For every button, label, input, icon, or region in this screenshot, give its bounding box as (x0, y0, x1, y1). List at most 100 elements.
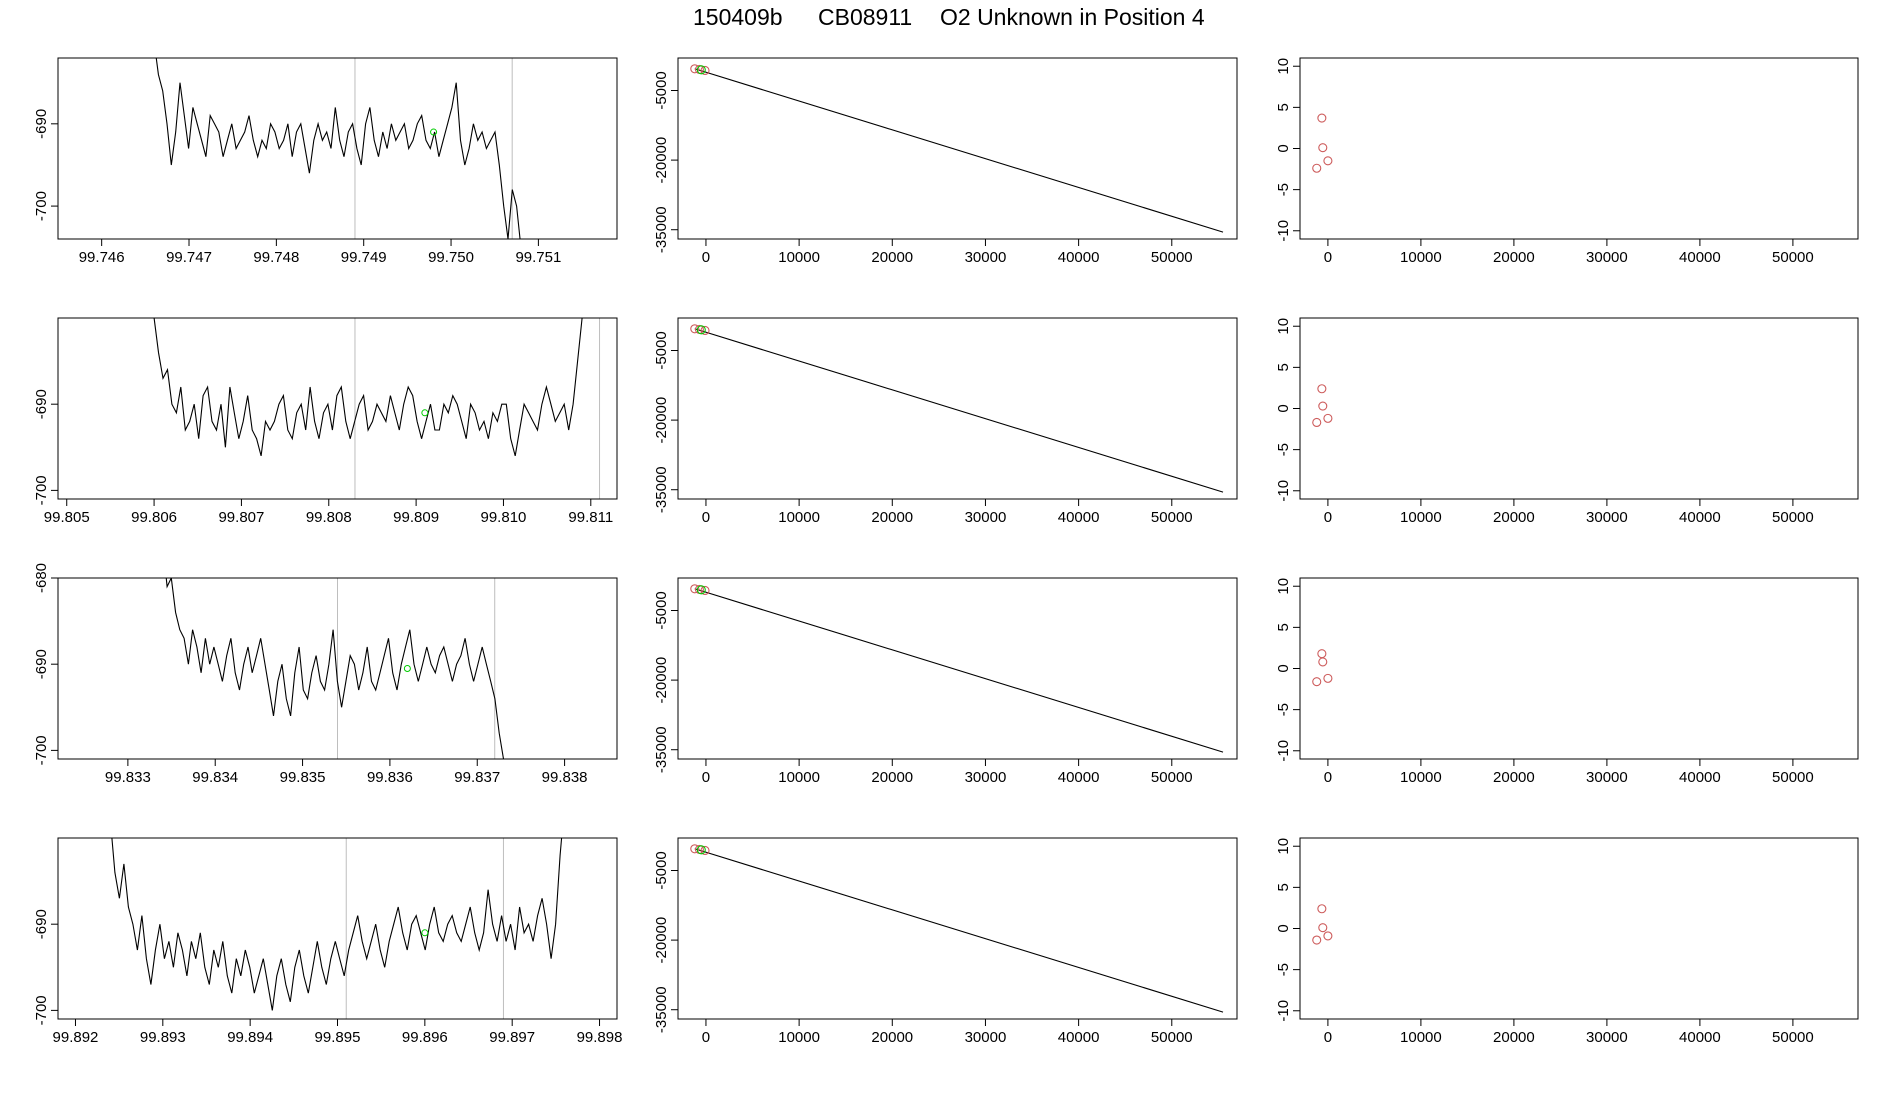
y-tick-label: -20000 (653, 137, 670, 184)
fit-panel-row-1: 0 10000 20000 30000 40000 50000 -35000 -20000 -5… (653, 57, 1238, 266)
plot-frame (1299, 577, 1859, 760)
figure-title-cylinder-id: CB08911 (818, 4, 912, 30)
residual-point (1318, 923, 1328, 933)
y-tick-label: -35000 (653, 206, 670, 253)
fit-line (694, 588, 1224, 753)
x-tick-label: 99.751 (515, 249, 561, 266)
x-tick-label: 99.892 (53, 1029, 99, 1046)
y-tick-label: -690 (33, 649, 50, 679)
x-tick-label: 40000 (1058, 769, 1100, 786)
x-tick-label: 99.750 (428, 249, 474, 266)
y-tick-label: -700 (33, 475, 50, 505)
x-tick-label: 99.834 (192, 769, 238, 786)
x-tick-label: 99.811 (568, 509, 613, 526)
y-tick-label: -690 (33, 389, 50, 419)
x-tick-label: 0 (702, 509, 710, 526)
y-tick-label: 5 (1275, 883, 1292, 891)
green-marker-point (421, 409, 429, 417)
residuals-panel-row-1: 0 10000 20000 30000 40000 50000 -10 -5 0 5 10 (1275, 57, 1859, 266)
x-tick-label: 99.893 (140, 1029, 186, 1046)
fit-panel-row-4: 0 10000 20000 30000 40000 50000 -35000 -20000 -5… (653, 837, 1238, 1046)
y-tick-label: 5 (1275, 103, 1292, 111)
x-tick-label: 10000 (1400, 769, 1442, 786)
x-tick-label: 10000 (1400, 249, 1442, 266)
x-tick-label: 0 (1324, 509, 1332, 526)
x-tick-label: 99.897 (489, 1029, 535, 1046)
residual-point (1312, 417, 1322, 428)
x-tick-label: 30000 (1586, 769, 1628, 786)
residual-point (1318, 657, 1328, 667)
plot-frame (677, 57, 1238, 240)
x-tick-label: 10000 (778, 509, 820, 526)
x-tick-label: 99.896 (402, 1029, 448, 1046)
plot-frame (677, 837, 1238, 1020)
y-tick-label: 10 (1275, 578, 1292, 595)
x-tick-label: 10000 (1400, 509, 1442, 526)
x-tick-label: 30000 (1586, 509, 1628, 526)
x-tick-label: 30000 (965, 769, 1007, 786)
x-tick-label: 99.838 (542, 769, 588, 786)
residual-point (1312, 677, 1322, 687)
x-tick-label: 99.895 (315, 1029, 361, 1046)
known-point (700, 845, 710, 856)
x-tick-label: 20000 (871, 1029, 913, 1046)
y-tick-label: -5000 (653, 591, 670, 629)
unknown-point (696, 65, 706, 75)
x-tick-label: 0 (1324, 1029, 1332, 1046)
known-point (690, 584, 700, 594)
y-tick-label: -5000 (653, 331, 670, 369)
figure-title-position: O2 Unknown in Position 4 (940, 4, 1205, 30)
known-point (690, 64, 700, 74)
unknown-point (696, 585, 706, 595)
y-tick-label: -10 (1275, 740, 1292, 762)
x-tick-label: 40000 (1679, 249, 1721, 266)
x-tick-label: 20000 (1493, 1029, 1535, 1046)
x-tick-label: 30000 (1586, 249, 1628, 266)
x-tick-label: 20000 (871, 249, 913, 266)
x-tick-label: 10000 (778, 769, 820, 786)
x-tick-label: 0 (1324, 249, 1332, 266)
plot-area (111, 838, 563, 1019)
known-point (690, 844, 700, 854)
y-tick-label: -35000 (653, 726, 670, 773)
plot-frame (57, 837, 618, 1020)
timeseries-panel-row-2: 99.805 99.806 99.807 99.808 99.809 99.810 99.8… (33, 317, 618, 526)
x-tick-label: 40000 (1679, 509, 1721, 526)
x-tick-label: 99.835 (280, 769, 326, 786)
panel-grid: 99.746 99.747 99.748 99.749 99.750 99.751 -700… (33, 57, 1859, 1046)
x-tick-label: 99.746 (79, 249, 125, 266)
x-tick-label: 99.748 (253, 249, 299, 266)
x-tick-label: 0 (702, 769, 710, 786)
y-tick-label: -20000 (653, 917, 670, 964)
residual-point (1318, 401, 1328, 411)
x-tick-label: 40000 (1679, 1029, 1721, 1046)
plot-area (1312, 384, 1333, 428)
plot-area (1312, 113, 1333, 173)
plot-frame (1299, 837, 1859, 1020)
x-tick-label: 0 (1324, 769, 1332, 786)
x-tick-label: 20000 (1493, 509, 1535, 526)
plot-area (690, 324, 1224, 493)
y-tick-label: 0 (1275, 924, 1292, 932)
x-tick-label: 50000 (1772, 509, 1814, 526)
timeseries-panel-row-1: 99.746 99.747 99.748 99.749 99.750 99.751 -700… (33, 57, 618, 266)
x-tick-label: 99.809 (393, 509, 439, 526)
y-tick-label: -690 (33, 109, 50, 139)
y-tick-label: -35000 (653, 986, 670, 1033)
residual-point (1323, 673, 1333, 683)
y-tick-label: -5 (1275, 703, 1292, 716)
fit-line (694, 328, 1224, 493)
plot-frame (57, 317, 618, 500)
x-tick-label: 99.833 (105, 769, 151, 786)
x-tick-label: 99.807 (218, 509, 264, 526)
plot-frame (677, 577, 1238, 760)
y-tick-label: -5 (1275, 963, 1292, 976)
x-tick-label: 0 (702, 249, 710, 266)
residual-point (1317, 113, 1327, 123)
x-tick-label: 50000 (1151, 249, 1193, 266)
series-line (155, 58, 521, 239)
y-tick-label: -5 (1275, 183, 1292, 196)
y-tick-label: -10 (1275, 220, 1292, 242)
x-tick-label: 99.894 (227, 1029, 273, 1046)
unknown-point (696, 845, 706, 855)
